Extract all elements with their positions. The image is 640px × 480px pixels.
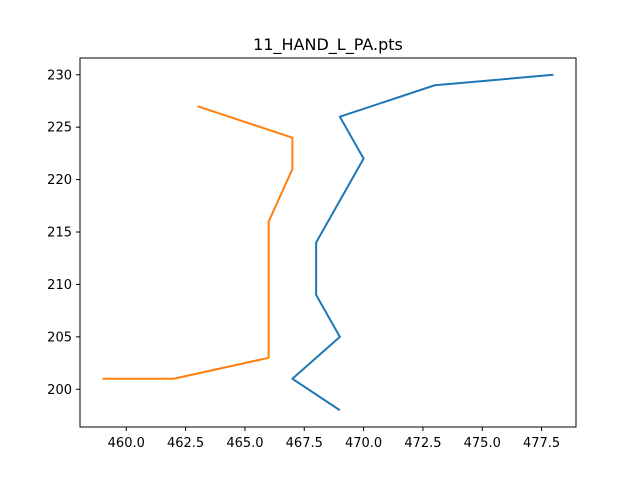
y-tick-label: 225: [47, 121, 72, 136]
y-tick-label: 200: [47, 383, 72, 398]
x-tick-label: 467.5: [286, 436, 323, 451]
y-axis: 200 205 210 215 220 225 230: [47, 68, 80, 398]
chart-title: 11_HAND_L_PA.pts: [253, 35, 403, 55]
x-tick-label: 462.5: [167, 436, 204, 451]
y-tick-label: 210: [47, 278, 72, 293]
plot-area-frame: [79, 57, 577, 428]
x-tick-label: 470.0: [345, 436, 382, 451]
x-axis: 460.0 462.5 465.0 467.5 470.0 472.5 475.0 477.5: [108, 427, 560, 451]
x-tick-label: 460.0: [108, 436, 145, 451]
y-tick-label: 205: [47, 330, 72, 345]
x-tick-label: 472.5: [404, 436, 441, 451]
y-tick-label: 220: [47, 173, 72, 188]
series-layer: [102, 73, 554, 412]
x-tick-label: 477.5: [523, 436, 560, 451]
y-tick-label: 215: [47, 226, 72, 241]
x-tick-label: 475.0: [464, 436, 501, 451]
y-tick-label: 230: [47, 68, 72, 83]
series-line-1: [291, 73, 554, 412]
x-tick-label: 465.0: [226, 436, 263, 451]
series-line-2: [102, 105, 294, 380]
